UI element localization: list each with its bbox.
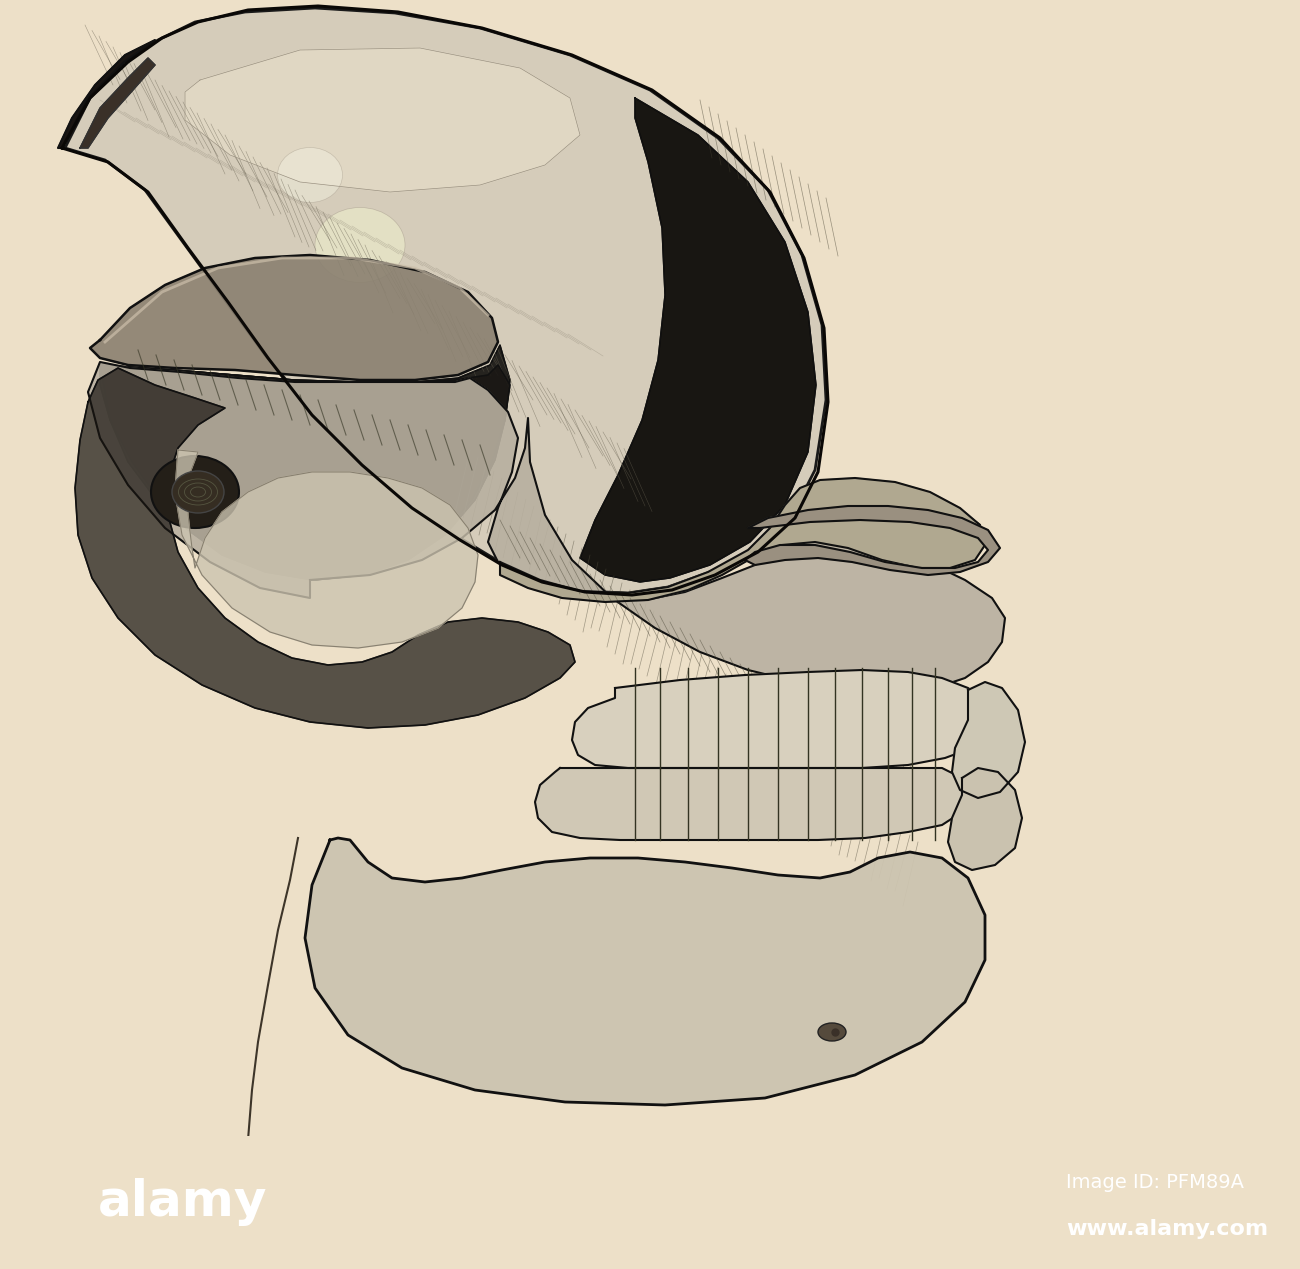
Polygon shape — [536, 768, 968, 840]
Polygon shape — [75, 368, 575, 728]
Polygon shape — [65, 8, 826, 593]
Polygon shape — [100, 345, 510, 580]
Polygon shape — [948, 768, 1022, 871]
Polygon shape — [88, 362, 1005, 692]
Polygon shape — [306, 838, 985, 1105]
Polygon shape — [90, 255, 498, 379]
Ellipse shape — [277, 147, 342, 203]
Polygon shape — [500, 478, 985, 602]
Polygon shape — [572, 670, 992, 768]
Polygon shape — [81, 58, 155, 148]
Text: Image ID: PFM89A: Image ID: PFM89A — [1066, 1173, 1244, 1192]
Ellipse shape — [151, 456, 239, 528]
Polygon shape — [0, 0, 1300, 1136]
Ellipse shape — [315, 208, 406, 283]
Polygon shape — [580, 98, 816, 582]
Polygon shape — [952, 681, 1024, 798]
Text: alamy: alamy — [98, 1179, 266, 1226]
Polygon shape — [745, 506, 1000, 575]
Polygon shape — [100, 365, 510, 580]
Text: www.alamy.com: www.alamy.com — [1066, 1220, 1268, 1239]
Polygon shape — [185, 48, 580, 192]
Ellipse shape — [818, 1023, 846, 1041]
Ellipse shape — [172, 471, 224, 513]
Polygon shape — [58, 41, 155, 148]
Polygon shape — [176, 450, 478, 648]
